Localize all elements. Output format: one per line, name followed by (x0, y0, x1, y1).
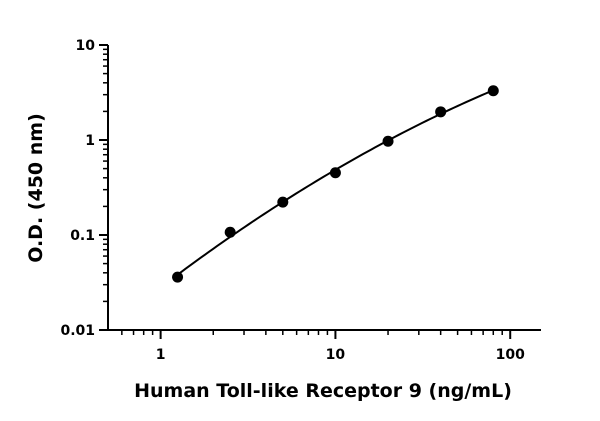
fit-curve (176, 89, 494, 276)
x-axis-title: Human Toll-like Receptor 9 (ng/mL) (134, 380, 512, 402)
data-point (172, 271, 184, 283)
data-point (382, 135, 394, 147)
data-point (224, 226, 236, 238)
axes: 0.01 0.1 1 10 1 10 100 (60, 38, 541, 363)
y-tick-label: 1 (85, 133, 95, 149)
fit-curve-layer (176, 89, 494, 276)
data-points (172, 85, 499, 283)
x-tick-label: 1 (156, 347, 166, 363)
data-point (487, 85, 499, 97)
y-tick-label: 0.1 (70, 228, 95, 244)
y-tick-label: 10 (76, 38, 96, 54)
x-tick-label: 100 (496, 347, 525, 363)
x-tick-label: 10 (326, 347, 346, 363)
y-tick-label: 0.01 (60, 323, 95, 339)
data-point (277, 196, 289, 208)
y-axis-title: O.D. (450 nm) (25, 113, 47, 263)
data-point (329, 167, 341, 179)
data-point (435, 106, 447, 118)
